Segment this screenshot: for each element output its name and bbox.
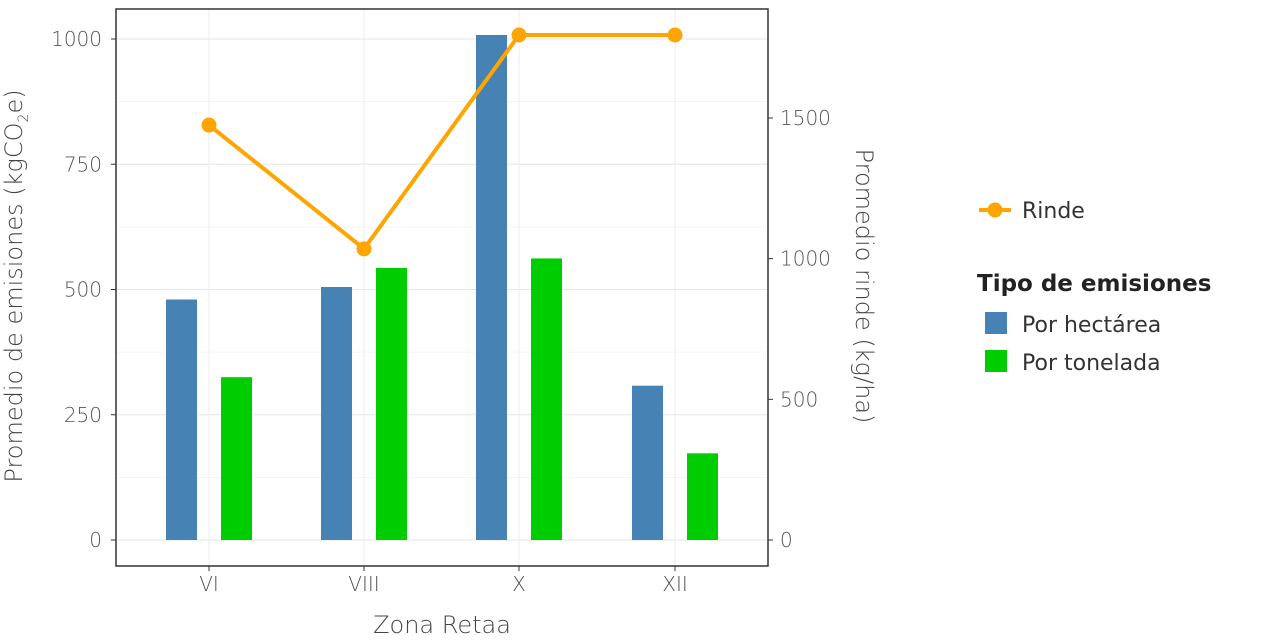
grid (116, 9, 768, 566)
legend-rinde-marker (987, 202, 1003, 218)
bar-por-hectarea-xii (632, 385, 663, 540)
legend-tonelada-label: Por tonelada (1022, 351, 1161, 376)
x-tick-label: VIII (348, 572, 379, 596)
y-tick-label: 750 (64, 152, 102, 176)
legend-title: Tipo de emisiones (977, 271, 1211, 297)
bar-por-hectarea-viii (321, 286, 352, 540)
y2-tick-label: 1000 (780, 247, 831, 271)
x-axis-ticks: VI VIII X XII (199, 566, 688, 596)
y-axis-title-tail: e) (0, 89, 28, 113)
legend-hectarea-swatch (985, 312, 1007, 334)
legend: Rinde Tipo de emisiones Por hectárea Por… (977, 199, 1211, 376)
rinde-point-viii (356, 241, 372, 257)
rinde-point-x (511, 27, 527, 43)
left-axis-ticks: 0 250 500 750 1000 (51, 27, 116, 552)
x-tick-label: VI (199, 572, 219, 596)
legend-hectarea-label: Por hectárea (1022, 313, 1161, 338)
x-tick-label: XII (662, 572, 688, 596)
right-axis-ticks: 0 500 1000 1500 (768, 106, 831, 552)
y2-axis-title: Promedio rinde (kg/ha) (850, 149, 878, 424)
legend-tonelada-swatch (985, 350, 1007, 372)
rinde-line (201, 27, 683, 257)
rinde-point-xii (667, 27, 683, 43)
y-axis-title-subscript: 2 (16, 114, 32, 123)
bar-por-tonelada-viii (376, 267, 407, 540)
y2-tick-label: 500 (780, 387, 818, 411)
bar-por-tonelada-x (531, 258, 562, 540)
y-axis-title-main: Promedio de emisiones (kgCO (0, 122, 28, 482)
bar-por-hectarea-vi (166, 299, 197, 540)
bars (166, 34, 718, 540)
x-tick-label: X (512, 572, 526, 596)
x-axis-title: Zona Retaa (373, 611, 511, 639)
y-tick-label: 0 (89, 528, 102, 552)
y2-tick-label: 0 (780, 528, 793, 552)
y-tick-label: 500 (64, 278, 102, 302)
y-axis-title: Promedio de emisiones (kgCO2e) (0, 89, 32, 482)
y-tick-label: 250 (64, 403, 102, 427)
panel-border (115, 8, 769, 567)
bar-por-hectarea-x (476, 34, 507, 540)
rinde-polyline (207, 33, 675, 251)
bar-por-tonelada-xii (687, 453, 718, 540)
y2-tick-label: 1500 (780, 106, 831, 130)
rinde-point-vi (201, 117, 217, 133)
y-tick-label: 1000 (51, 27, 102, 51)
bar-por-tonelada-vi (221, 377, 252, 540)
legend-rinde-label: Rinde (1022, 199, 1085, 224)
